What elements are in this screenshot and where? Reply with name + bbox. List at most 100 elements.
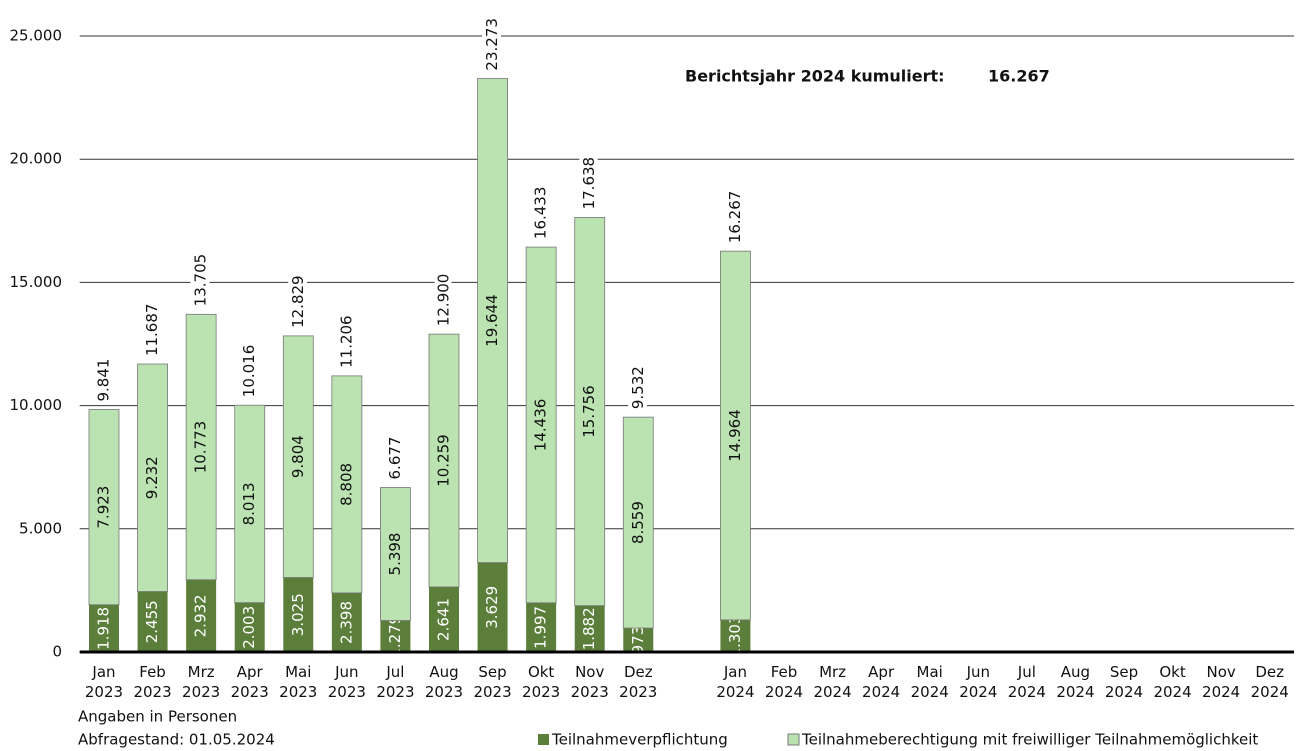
x-tick-label-line: Feb bbox=[771, 663, 798, 681]
segment-label: 8.808 bbox=[337, 463, 355, 506]
x-tick-label: Feb 2024 bbox=[765, 663, 803, 701]
bar-segment bbox=[234, 602, 265, 652]
x-tick-label: Jan 2023 bbox=[85, 663, 123, 701]
x-tick-label-line: 2023 bbox=[328, 683, 366, 701]
x-tick-label-line: 2024 bbox=[1056, 683, 1094, 701]
x-tick-label-line: 2024 bbox=[1105, 683, 1143, 701]
total-label: 12.829 bbox=[289, 275, 307, 328]
bar-segment bbox=[234, 404, 266, 604]
x-tick-label-line: Apr bbox=[237, 663, 264, 681]
bar-segment bbox=[574, 216, 606, 607]
segment-label: 2.641 bbox=[434, 598, 452, 641]
bar-segment bbox=[526, 602, 557, 652]
bar-segment bbox=[380, 620, 411, 652]
segment-label: 2.398 bbox=[337, 601, 355, 644]
x-tick-label: Apr 2023 bbox=[231, 663, 269, 701]
segment-label: 2.003 bbox=[240, 606, 258, 649]
x-tick-label-line: Aug bbox=[1061, 663, 1090, 681]
x-tick-label-line: Jan bbox=[91, 663, 115, 681]
x-tick-label-line: Jun bbox=[334, 663, 358, 681]
x-tick-label: Dez 2024 bbox=[1251, 663, 1289, 701]
annotation-text: Berichtsjahr 2024 kumuliert: bbox=[685, 67, 945, 86]
x-tick-label: Mai 2023 bbox=[279, 663, 317, 701]
x-tick-label-line: Mrz bbox=[819, 663, 846, 681]
x-tick-label-line: Okt bbox=[528, 663, 554, 681]
bar-segment bbox=[623, 628, 654, 652]
segment-label: 3.025 bbox=[289, 593, 307, 636]
x-tick-label-line: Jul bbox=[385, 663, 404, 681]
x-tick-label-line: Mai bbox=[917, 663, 943, 681]
segment-label: 5.398 bbox=[386, 533, 404, 576]
legend-swatch bbox=[787, 733, 800, 746]
segment-label: 1.303 bbox=[726, 614, 744, 657]
x-tick-label-line: 2023 bbox=[279, 683, 317, 701]
x-tick-label: Okt 2023 bbox=[522, 663, 560, 701]
bar-segment bbox=[477, 78, 508, 563]
annotation-value: 16.267 bbox=[988, 67, 1050, 86]
x-tick-label: Jun 2023 bbox=[328, 663, 366, 701]
x-tick-label: Jun 2024 bbox=[959, 663, 997, 701]
x-tick-label: Jul 2023 bbox=[376, 663, 414, 701]
total-label: 17.638 bbox=[580, 157, 598, 210]
legend-swatch bbox=[538, 734, 549, 745]
note: Angaben in Personen bbox=[78, 708, 237, 726]
segment-label: 14.964 bbox=[726, 409, 744, 462]
segment-label: 8.559 bbox=[629, 501, 647, 544]
bar-segment bbox=[88, 409, 120, 606]
x-tick-label-line: 2023 bbox=[522, 683, 560, 701]
x-tick-label-line: 2024 bbox=[1202, 683, 1240, 701]
segment-label: 9.232 bbox=[143, 456, 161, 499]
x-tick-label-line: 2023 bbox=[473, 683, 511, 701]
x-tick-label-line: 2023 bbox=[619, 683, 657, 701]
y-tick-label: 0 bbox=[52, 643, 62, 661]
x-tick-label-line: 2024 bbox=[813, 683, 851, 701]
total-label: 9.532 bbox=[629, 366, 647, 409]
x-tick-label-line: 2023 bbox=[85, 683, 123, 701]
legend-label: Teilnahmeverpflichtung bbox=[551, 731, 728, 749]
bar-segment bbox=[380, 487, 411, 621]
x-tick-label-line: Jun bbox=[966, 663, 990, 681]
x-tick-label-line: 2023 bbox=[425, 683, 463, 701]
x-tick-label: Apr 2024 bbox=[862, 663, 900, 701]
x-tick-label-line: Mrz bbox=[188, 663, 215, 681]
bar-segment bbox=[331, 375, 363, 594]
segment-label: 1.882 bbox=[580, 607, 598, 650]
total-label: 13.705 bbox=[192, 254, 210, 307]
x-tick-label-line: Mai bbox=[285, 663, 311, 681]
x-tick-label-line: Jul bbox=[1017, 663, 1036, 681]
x-tick-label-line: 2024 bbox=[959, 683, 997, 701]
bar-segment bbox=[622, 416, 654, 629]
x-tick-label: Aug 2024 bbox=[1056, 663, 1094, 701]
bar-segment bbox=[428, 586, 459, 652]
x-tick-label: Mai 2024 bbox=[911, 663, 949, 701]
segment-label: 7.923 bbox=[94, 486, 112, 529]
x-tick-label-line: Dez bbox=[624, 663, 653, 681]
total-label: 16.267 bbox=[726, 191, 744, 244]
bar-segment bbox=[282, 335, 314, 578]
x-tick-label-line: Feb bbox=[139, 663, 166, 681]
total-label: 11.206 bbox=[337, 315, 355, 368]
bar-segment bbox=[574, 605, 605, 652]
x-tick-label-line: 2024 bbox=[911, 683, 949, 701]
total-label: 12.900 bbox=[434, 274, 452, 327]
x-tick-label-line: Nov bbox=[575, 663, 604, 681]
segment-label: 10.773 bbox=[192, 421, 210, 474]
x-tick-label: Jul 2024 bbox=[1008, 663, 1046, 701]
x-tick-label: Nov 2024 bbox=[1202, 663, 1240, 701]
x-tick-label-line: Sep bbox=[1110, 663, 1138, 681]
x-tick-label: Dez 2023 bbox=[619, 663, 657, 701]
x-tick-label-line: Nov bbox=[1207, 663, 1236, 681]
segment-label: 1.918 bbox=[94, 607, 112, 650]
note: Abfragestand: 01.05.2024 bbox=[78, 731, 275, 749]
x-tick-label: Okt 2024 bbox=[1153, 663, 1191, 701]
segment-label: 14.436 bbox=[532, 399, 550, 452]
segment-label: 19.644 bbox=[483, 294, 501, 347]
x-tick-label: Sep 2024 bbox=[1105, 663, 1143, 701]
y-tick-label: 5.000 bbox=[19, 519, 62, 537]
x-tick-label-line: Apr bbox=[868, 663, 895, 681]
x-tick-label-line: 2024 bbox=[1251, 683, 1289, 701]
segment-label: 8.013 bbox=[240, 482, 258, 525]
x-tick-label-line: 2023 bbox=[376, 683, 414, 701]
x-tick-label-line: Jan bbox=[723, 663, 747, 681]
